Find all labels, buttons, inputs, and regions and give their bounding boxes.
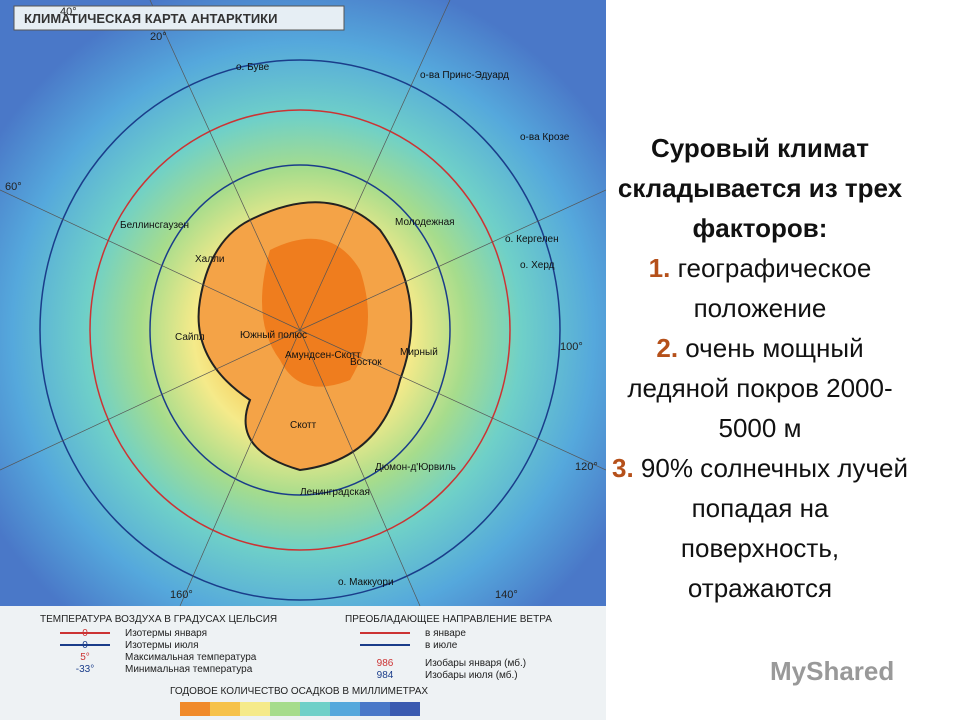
legend-label: Минимальная температура [125, 664, 253, 675]
legend-title: ТЕМПЕРАТУРА ВОЗДУХА В ГРАДУСАХ ЦЕЛЬСИЯ [40, 614, 277, 625]
place-label: Ленинградская [300, 487, 370, 498]
legend-label: Изобары июля (мб.) [425, 669, 518, 681]
place-label: о. Херд [520, 260, 555, 271]
place-label: Халли [195, 254, 225, 265]
factor: 1. географическое положение [612, 248, 908, 328]
factor-number: 3. [612, 453, 634, 483]
precipitation-swatch [390, 702, 420, 716]
place-label: Молодежная [395, 217, 455, 228]
heading: Суровый климат складывается из трех факт… [617, 133, 903, 243]
precipitation-swatch [330, 702, 360, 716]
degree-label: 120° [575, 461, 598, 473]
factor-number: 2. [656, 333, 679, 363]
factor: 3. 90% солнечных лучей попадая на поверх… [612, 448, 908, 608]
place-label: Сайпл [175, 332, 205, 343]
legend-title: ГОДОВОЕ КОЛИЧЕСТВО ОСАДКОВ В МИЛЛИМЕТРАХ [170, 686, 428, 697]
isotherms [39, 59, 561, 601]
place-label: Скотт [290, 420, 317, 431]
precipitation-swatch [210, 702, 240, 716]
place-label: о-ва Крозе [520, 132, 570, 143]
place-label: Восток [350, 357, 382, 368]
place-label: Беллинсгаузен [120, 220, 189, 231]
legend-sample: 0 [82, 640, 88, 651]
place-label: Мирный [400, 347, 438, 358]
degree-label: 100° [560, 341, 583, 353]
legend-label: Максимальная температура [125, 652, 257, 663]
text-block: Суровый климат складывается из трех факт… [612, 128, 908, 608]
degree-label: 60° [5, 181, 22, 193]
place-label: Южный полюс [240, 330, 307, 341]
factor-text: 90% солнечных лучей попадая на поверхнос… [640, 453, 909, 603]
legend-sample: -33° [76, 664, 94, 675]
climate-map: КЛИМАТИЧЕСКАЯ КАРТА АНТАРКТИКИ о. Буве о-… [0, 0, 606, 720]
legend-label: в июле [425, 640, 458, 651]
degree-label: 140° [495, 589, 518, 601]
meridians [0, 0, 606, 607]
place-label: о-ва Принс-Эдуард [420, 70, 509, 81]
interior [262, 238, 368, 387]
legend-label: Изотермы января [125, 628, 207, 639]
legend-sample: 984 [377, 670, 394, 681]
precipitation-swatch [180, 702, 210, 716]
legend-sample: 5° [80, 652, 90, 663]
place-label: Дюмон-д'Юрвиль [375, 462, 456, 473]
map-title: КЛИМАТИЧЕСКАЯ КАРТА АНТАРКТИКИ [24, 11, 277, 26]
precipitation-swatch [240, 702, 270, 716]
watermark: MyShared [770, 656, 895, 686]
precipitation-swatch [270, 702, 300, 716]
factor-text: географическое положение [677, 253, 872, 323]
legend-label: Изобары января (мб.) [425, 657, 526, 669]
legend-sample: 986 [377, 658, 394, 669]
factor-number: 1. [648, 253, 671, 283]
factor-text: очень мощный ледяной покров 2000-5000 м [627, 333, 893, 443]
precipitation-swatch [300, 702, 330, 716]
legend-title: ПРЕОБЛАДАЮЩЕЕ НАПРАВЛЕНИЕ ВЕТРА [345, 614, 552, 625]
place-label: о. Маккуори [338, 577, 394, 588]
legend-label: Изотермы июля [125, 640, 199, 651]
place-label: Амундсен-Скотт [285, 350, 361, 361]
place-label: о. Кергелен [505, 234, 559, 245]
legend-panel [0, 606, 606, 720]
degree-label: 20° [150, 31, 167, 43]
place-label: о. Буве [236, 62, 270, 73]
map-title-box [13, 5, 345, 31]
degree-label: 160° [170, 589, 193, 601]
degree-label: 40° [60, 6, 77, 18]
precipitation-swatch [360, 702, 390, 716]
factor: 2. очень мощный ледяной покров 2000-5000… [612, 328, 908, 448]
legend-label: в январе [425, 628, 466, 639]
legend-sample: 0 [82, 628, 88, 639]
